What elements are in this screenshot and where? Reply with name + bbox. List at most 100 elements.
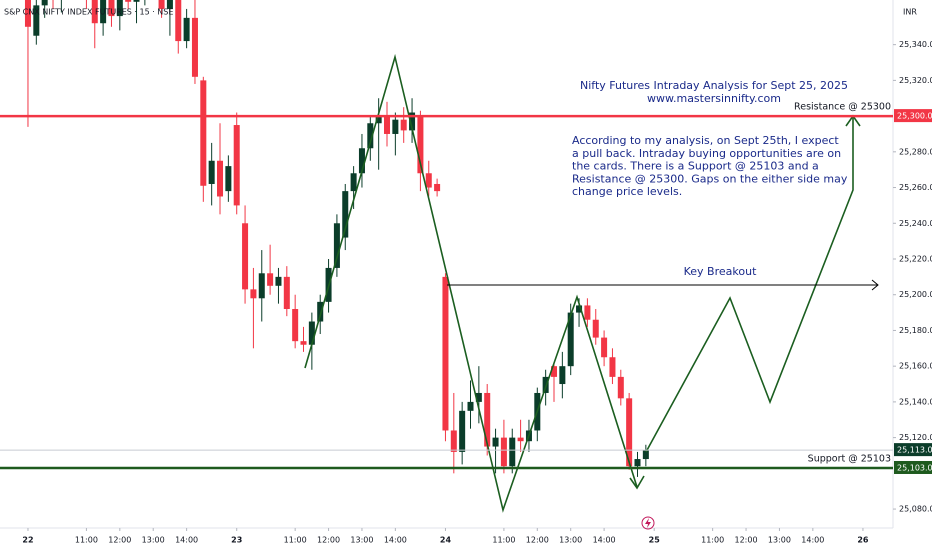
- candle-body: [233, 125, 240, 206]
- y-tick-label: 25,280.00: [899, 147, 932, 156]
- candle-body: [384, 116, 391, 134]
- currency: INR: [903, 8, 917, 17]
- candle-body: [601, 337, 608, 358]
- candle-body: [258, 273, 265, 299]
- x-tick-label: 24: [440, 536, 452, 545]
- candle-body: [392, 119, 399, 134]
- x-tick-label: 11:00: [75, 536, 98, 545]
- breakout-arrow: [447, 279, 879, 291]
- x-tick-label: 12:00: [526, 536, 549, 545]
- x-tick-label: 14:00: [175, 536, 198, 545]
- x-tick-label: 13:00: [768, 536, 791, 545]
- candle-body: [567, 312, 574, 367]
- candle-body: [609, 357, 616, 377]
- y-tick-label: 25,220.00: [899, 254, 932, 263]
- candle-body: [400, 119, 407, 131]
- candle-body: [116, 0, 123, 17]
- candle-body: [225, 166, 232, 192]
- note-title: Nifty Futures Intraday Analysis for Sept…: [580, 79, 848, 92]
- candle-body: [634, 459, 641, 467]
- breakout-label: Key Breakout: [684, 265, 757, 278]
- level-tag: [894, 460, 932, 474]
- candle-body: [425, 173, 432, 188]
- candle-body: [300, 341, 307, 345]
- level-tag: [894, 109, 932, 123]
- x-tick-label: 13:00: [559, 536, 582, 545]
- arrow-head: [629, 475, 645, 490]
- candle-body: [592, 319, 599, 338]
- note-url: www.mastersinnifty.com: [647, 92, 781, 105]
- candle-body: [342, 191, 349, 238]
- candle-body: [200, 80, 207, 186]
- x-tick-label: 11:00: [492, 536, 515, 545]
- candle-body: [242, 223, 249, 290]
- candle-body: [191, 17, 198, 77]
- y-tick-label: 25,340.00: [899, 40, 932, 49]
- y-tick-label: 25,240.00: [899, 219, 932, 228]
- note-line: the cards. There is a Support @ 25103 an…: [572, 160, 819, 173]
- candle-body: [183, 17, 190, 42]
- candle-body: [41, 0, 48, 6]
- y-tick-label: 25,140.00: [899, 397, 932, 406]
- candle-body: [133, 0, 140, 2]
- candle-body: [208, 160, 215, 184]
- x-tick-label: 14:00: [801, 536, 824, 545]
- x-tick-label: 12:00: [735, 536, 758, 545]
- note-line: Resistance @ 25300. Gaps on the either s…: [572, 172, 848, 185]
- note-line: According to my analysis, on Sept 25th, …: [572, 134, 839, 147]
- candle-body: [617, 376, 624, 399]
- candle-body: [33, 5, 40, 36]
- y-tick-label: 25,200.00: [899, 290, 932, 299]
- y-tick-label: 25,180.00: [899, 326, 932, 335]
- level-tag-label: 25,300.00: [897, 112, 932, 121]
- plot-area: [24, 0, 649, 477]
- candle-body: [434, 183, 441, 192]
- candle-body: [267, 273, 274, 286]
- x-tick-label: 12:00: [317, 536, 340, 545]
- candle-body: [100, 0, 107, 24]
- candle-body: [626, 398, 633, 467]
- candle-body: [484, 392, 491, 447]
- candle-body: [158, 0, 165, 9]
- candle-body: [217, 160, 224, 197]
- y-tick-label: 25,080.00: [899, 505, 932, 514]
- candle-body: [450, 430, 457, 452]
- candle-body: [91, 0, 98, 24]
- x-tick-label: 22: [22, 536, 33, 545]
- zigzag-projection: [645, 117, 854, 453]
- x-tick-label: 12:00: [108, 536, 131, 545]
- candle-body: [275, 276, 282, 286]
- candle-body: [459, 410, 466, 452]
- x-tick-label: 14:00: [593, 536, 616, 545]
- candle-body: [283, 276, 290, 310]
- x-tick-label: 25: [649, 536, 661, 545]
- x-tick-label: 14:00: [384, 536, 407, 545]
- x-tick-label: 13:00: [142, 536, 165, 545]
- candle-body: [517, 437, 524, 442]
- candle-body: [24, 0, 31, 27]
- event-icon[interactable]: [641, 516, 655, 530]
- candle-body: [125, 0, 132, 2]
- candle-body: [509, 437, 516, 467]
- candle-body: [375, 116, 382, 124]
- arrow-head: [871, 279, 879, 291]
- symbol-title: S&P CNX NIFTY INDEX FUTURES · 15 · NSE: [4, 8, 173, 17]
- candle-body: [308, 321, 315, 345]
- candle-body: [417, 116, 424, 174]
- candle-body: [409, 112, 416, 131]
- y-tick-label: 25,120.00: [899, 433, 932, 442]
- x-tick-label: 13:00: [350, 536, 373, 545]
- candle-body: [559, 366, 566, 385]
- candle-body: [576, 305, 583, 313]
- candle-body: [108, 0, 115, 17]
- zigzag-past: [304, 53, 638, 513]
- y-tick-label: 25,160.00: [899, 362, 932, 371]
- level-name: Support @ 25103: [808, 453, 891, 464]
- y-tick-label: 25,320.00: [899, 76, 932, 85]
- note-line: a pull back. Intraday buying opportuniti…: [572, 147, 841, 160]
- last-price-label: 25,113.00: [897, 446, 932, 455]
- candle-body: [550, 366, 558, 377]
